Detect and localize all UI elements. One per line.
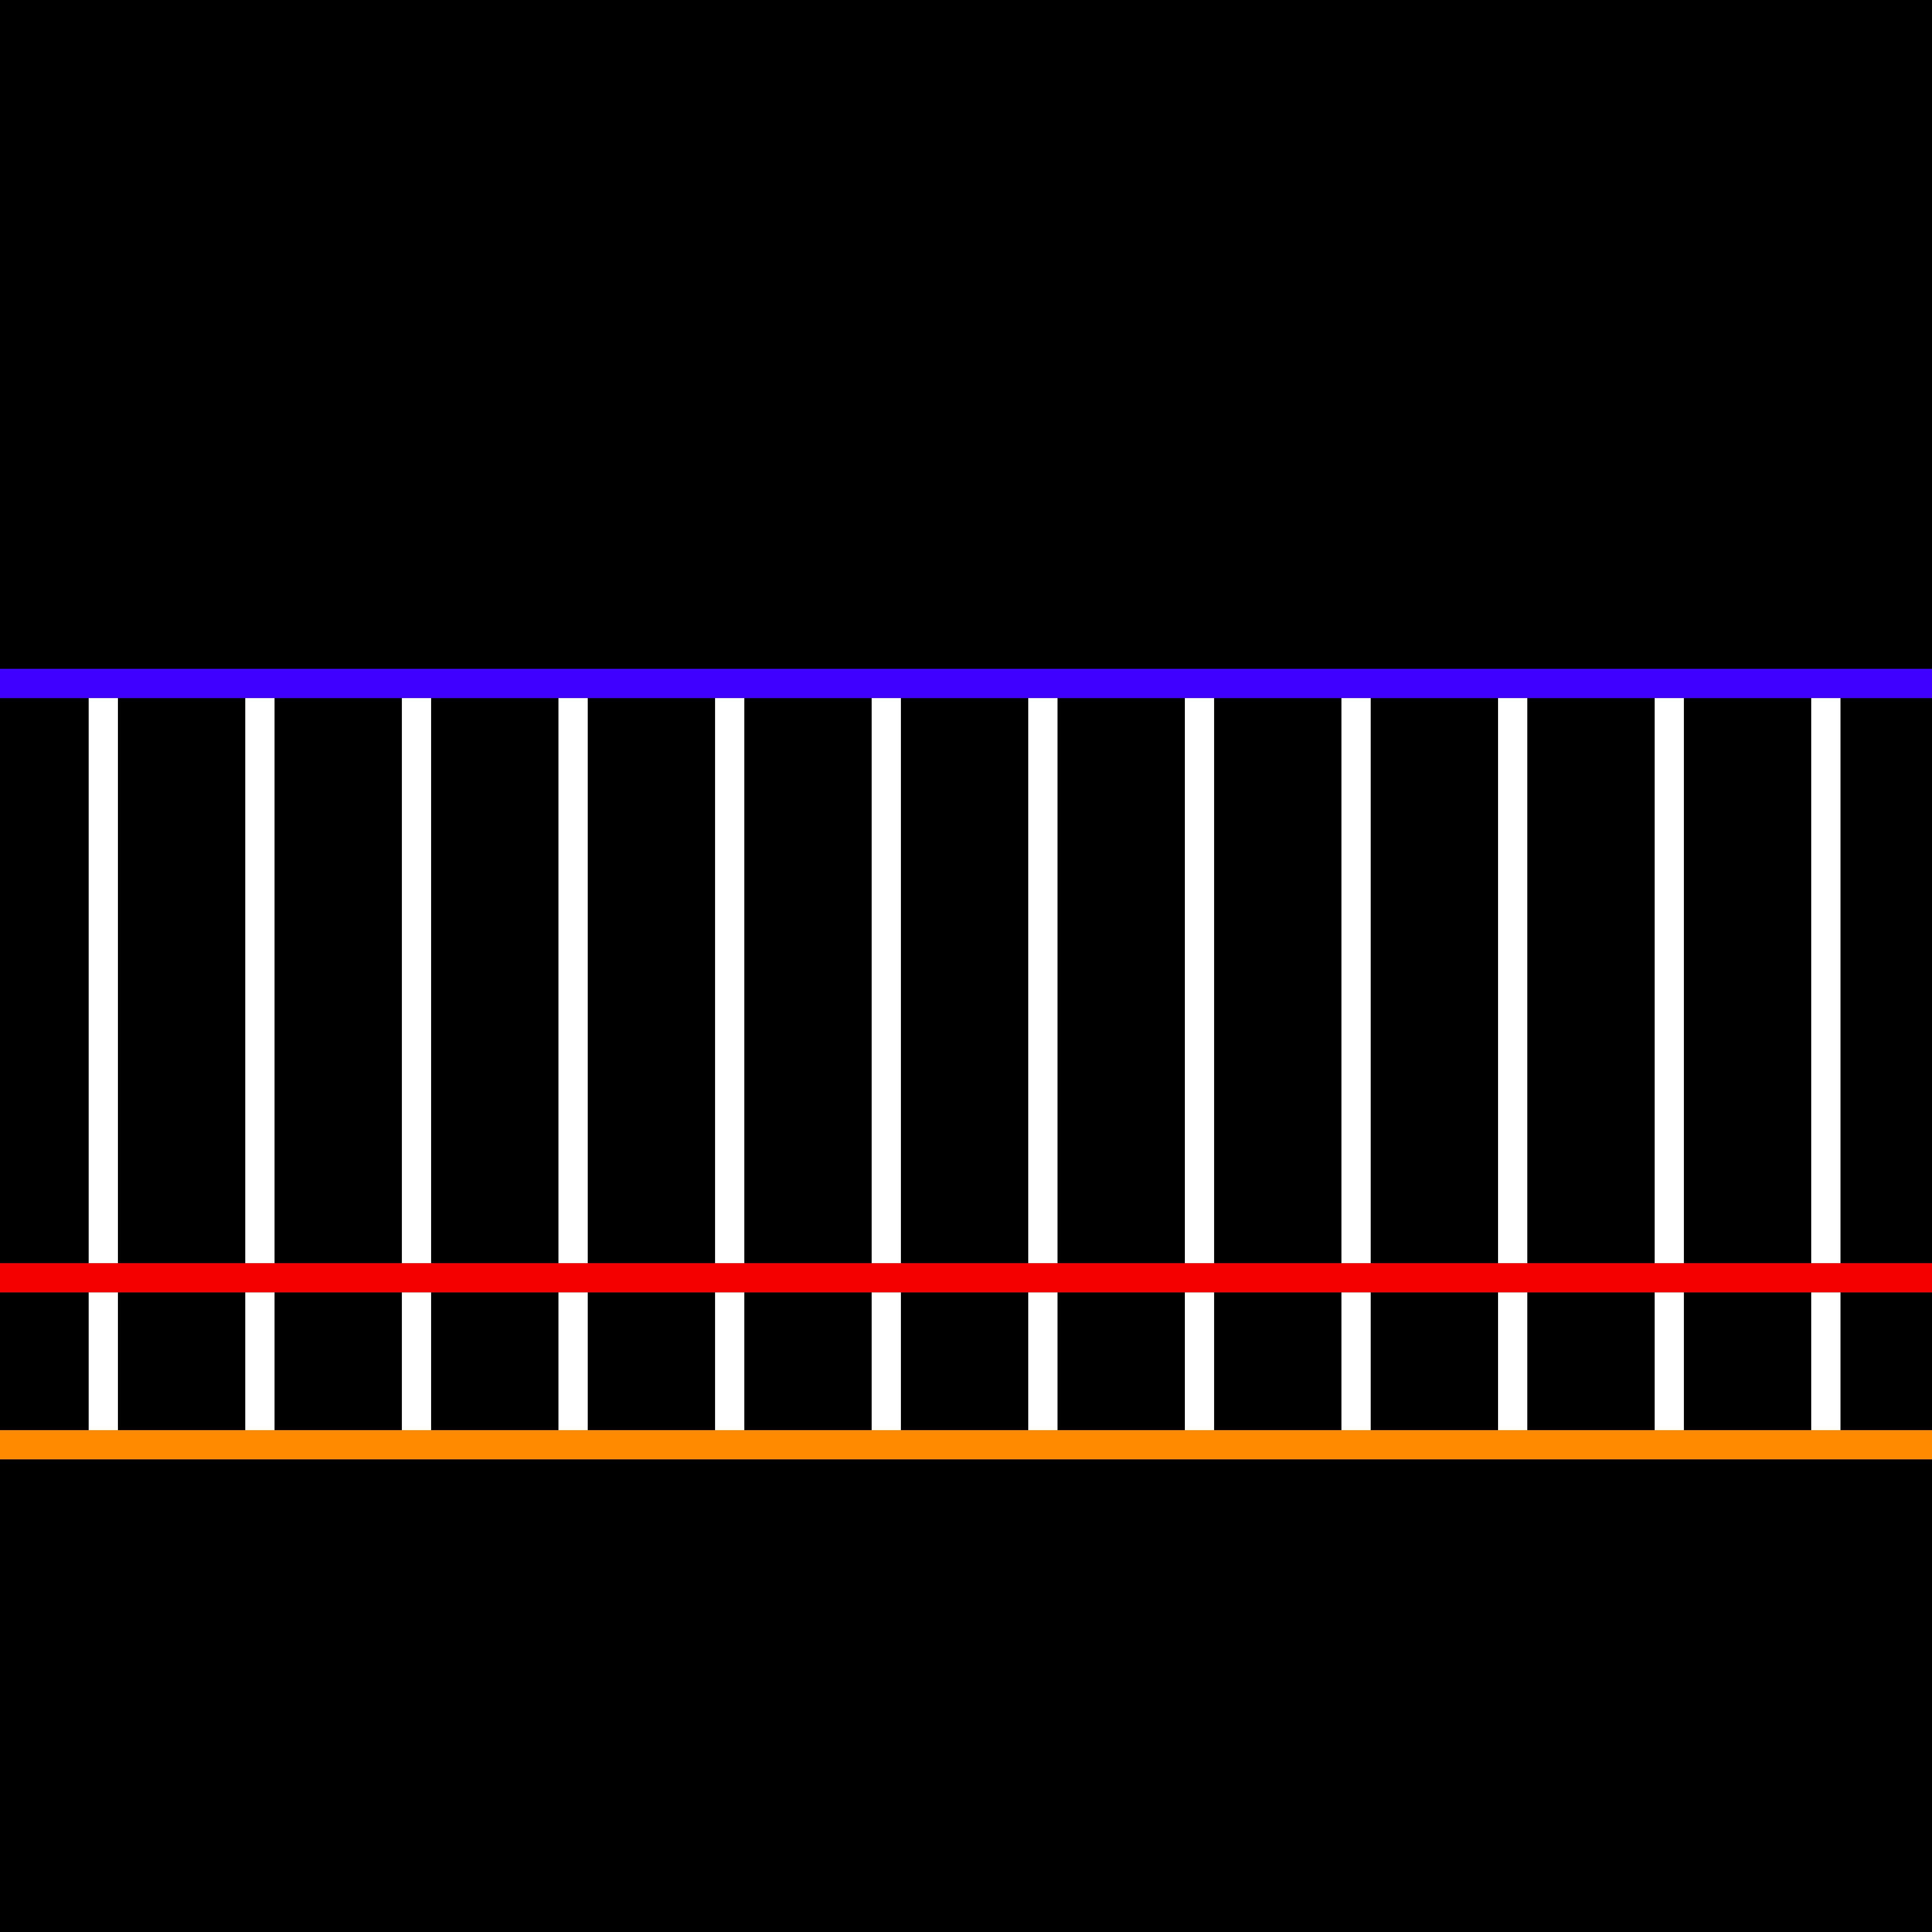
vertical-posts-group [89, 698, 1840, 1431]
post-4 [558, 698, 588, 1431]
post-8 [1185, 698, 1214, 1431]
post-12 [1811, 698, 1840, 1431]
post-1 [89, 698, 118, 1431]
post-7 [1028, 698, 1058, 1431]
post-2 [245, 698, 275, 1431]
rail-top [0, 669, 1932, 698]
rail-middle [0, 1263, 1932, 1292]
post-11 [1655, 698, 1684, 1431]
post-6 [872, 698, 901, 1431]
horizontal-rails-group [0, 669, 1932, 1459]
post-3 [402, 698, 431, 1431]
post-5 [715, 698, 744, 1431]
post-10 [1498, 698, 1527, 1431]
post-9 [1341, 698, 1371, 1431]
rail-bottom [0, 1430, 1932, 1459]
